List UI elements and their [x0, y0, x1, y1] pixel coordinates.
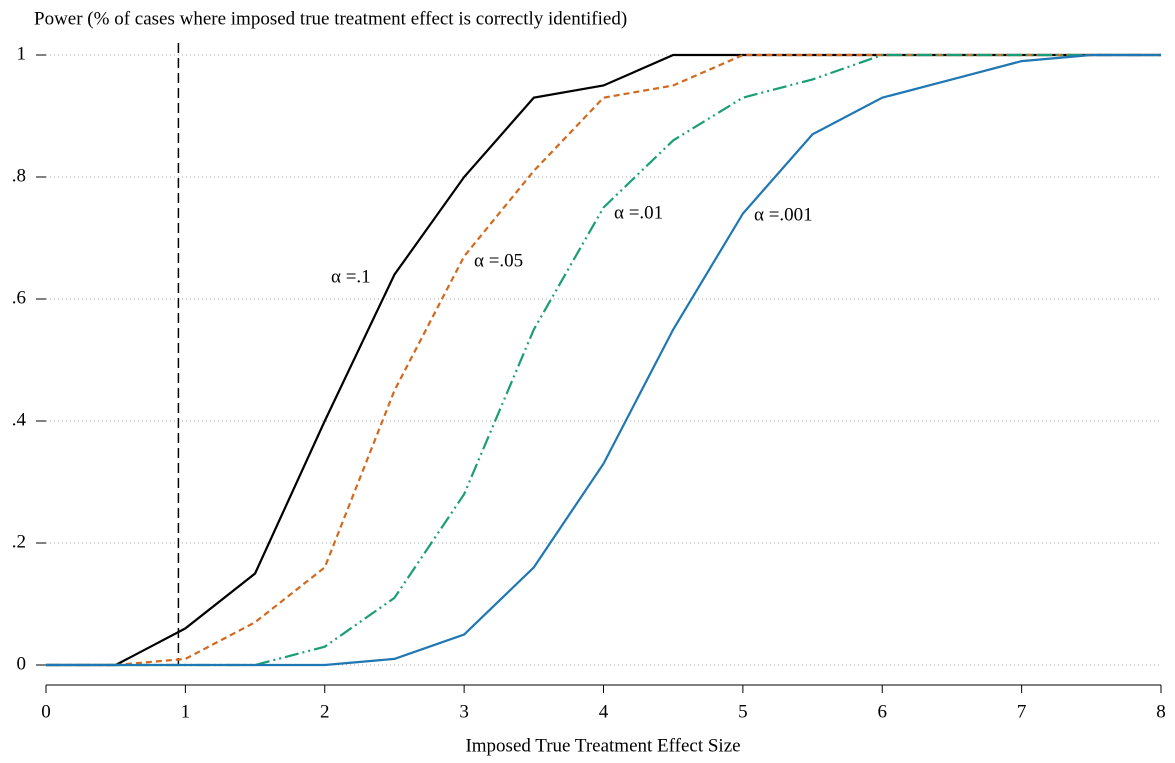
- y-tick-label: .2: [12, 531, 26, 552]
- x-axis-title: Imposed True Treatment Effect Size: [465, 735, 740, 756]
- series-line: [46, 53, 1161, 667]
- y-axis-title: Power (% of cases where imposed true tre…: [34, 8, 627, 29]
- y-tick-label: 0: [17, 653, 27, 674]
- x-tick-label: 0: [41, 701, 51, 722]
- series-line: [46, 53, 1161, 667]
- x-tick-label: 6: [878, 701, 888, 722]
- x-tick-label: 8: [1156, 701, 1166, 722]
- series-line: [46, 53, 1161, 667]
- series-label: α =.01: [614, 202, 663, 223]
- series-label: α =.1: [331, 266, 371, 287]
- series-label: α =.001: [754, 204, 813, 225]
- x-tick-label: 3: [459, 701, 469, 722]
- x-tick-label: 1: [181, 701, 191, 722]
- y-tick-label: .6: [12, 287, 26, 308]
- series-label: α =.05: [474, 250, 523, 271]
- x-tick-label: 4: [599, 701, 609, 722]
- y-tick-label: .4: [12, 409, 27, 430]
- x-tick-label: 7: [1017, 701, 1027, 722]
- x-tick-label: 2: [320, 701, 330, 722]
- x-tick-label: 5: [738, 701, 748, 722]
- y-tick-label: 1: [17, 43, 27, 64]
- series-line: [46, 53, 1161, 667]
- y-tick-label: .8: [12, 165, 26, 186]
